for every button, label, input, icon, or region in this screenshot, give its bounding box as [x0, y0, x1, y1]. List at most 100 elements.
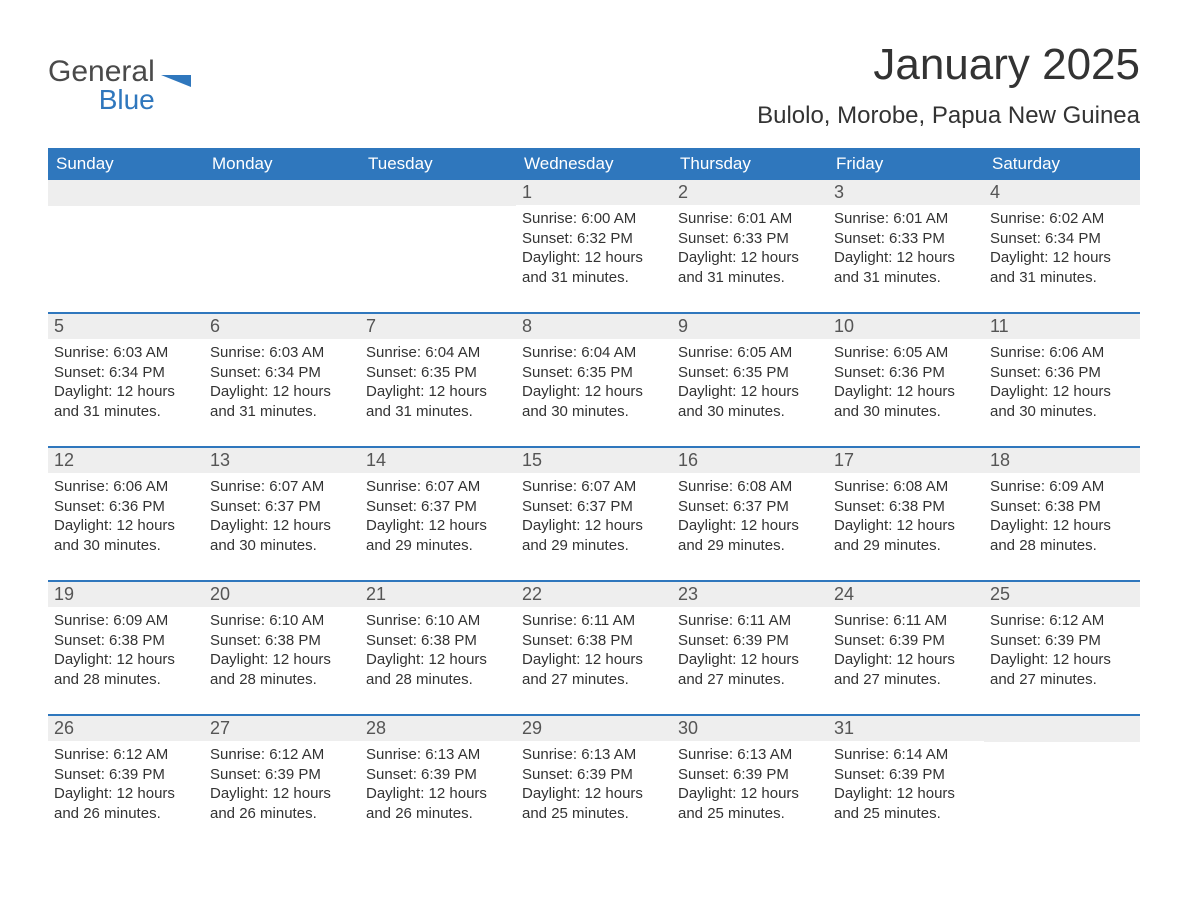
- day-number: 19: [48, 582, 204, 607]
- weekday-label: Thursday: [672, 148, 828, 180]
- day-cell: 6Sunrise: 6:03 AMSunset: 6:34 PMDaylight…: [204, 314, 360, 432]
- day-number: 29: [516, 716, 672, 741]
- day-details: Sunrise: 6:04 AMSunset: 6:35 PMDaylight:…: [360, 339, 516, 425]
- day-details: Sunrise: 6:00 AMSunset: 6:32 PMDaylight:…: [516, 205, 672, 291]
- day-number: 8: [516, 314, 672, 339]
- calendar-week: 26Sunrise: 6:12 AMSunset: 6:39 PMDayligh…: [48, 714, 1140, 834]
- day-cell: 3Sunrise: 6:01 AMSunset: 6:33 PMDaylight…: [828, 180, 984, 298]
- day-number: 12: [48, 448, 204, 473]
- weekday-label: Friday: [828, 148, 984, 180]
- day-number: 13: [204, 448, 360, 473]
- empty-day: [984, 716, 1140, 742]
- day-number: 2: [672, 180, 828, 205]
- day-number: 6: [204, 314, 360, 339]
- day-cell: [984, 716, 1140, 834]
- day-number: 9: [672, 314, 828, 339]
- day-details: Sunrise: 6:10 AMSunset: 6:38 PMDaylight:…: [360, 607, 516, 693]
- weekday-header: SundayMondayTuesdayWednesdayThursdayFrid…: [48, 148, 1140, 180]
- day-cell: 4Sunrise: 6:02 AMSunset: 6:34 PMDaylight…: [984, 180, 1140, 298]
- day-number: 10: [828, 314, 984, 339]
- day-cell: 23Sunrise: 6:11 AMSunset: 6:39 PMDayligh…: [672, 582, 828, 700]
- logo-text-general: General: [48, 58, 155, 87]
- day-cell: 11Sunrise: 6:06 AMSunset: 6:36 PMDayligh…: [984, 314, 1140, 432]
- day-cell: [48, 180, 204, 298]
- day-number: 14: [360, 448, 516, 473]
- day-details: Sunrise: 6:13 AMSunset: 6:39 PMDaylight:…: [672, 741, 828, 827]
- day-details: Sunrise: 6:11 AMSunset: 6:39 PMDaylight:…: [828, 607, 984, 693]
- day-details: Sunrise: 6:07 AMSunset: 6:37 PMDaylight:…: [360, 473, 516, 559]
- logo-text-blue: Blue: [48, 87, 155, 114]
- day-cell: 27Sunrise: 6:12 AMSunset: 6:39 PMDayligh…: [204, 716, 360, 834]
- day-cell: 24Sunrise: 6:11 AMSunset: 6:39 PMDayligh…: [828, 582, 984, 700]
- month-title: January 2025: [757, 40, 1140, 90]
- day-number: 24: [828, 582, 984, 607]
- day-number: 20: [204, 582, 360, 607]
- day-cell: 21Sunrise: 6:10 AMSunset: 6:38 PMDayligh…: [360, 582, 516, 700]
- weekday-label: Tuesday: [360, 148, 516, 180]
- day-number: 22: [516, 582, 672, 607]
- day-cell: 10Sunrise: 6:05 AMSunset: 6:36 PMDayligh…: [828, 314, 984, 432]
- day-cell: 12Sunrise: 6:06 AMSunset: 6:36 PMDayligh…: [48, 448, 204, 566]
- day-details: Sunrise: 6:05 AMSunset: 6:35 PMDaylight:…: [672, 339, 828, 425]
- day-cell: 31Sunrise: 6:14 AMSunset: 6:39 PMDayligh…: [828, 716, 984, 834]
- day-number: 17: [828, 448, 984, 473]
- flag-icon: [161, 75, 195, 102]
- day-details: Sunrise: 6:07 AMSunset: 6:37 PMDaylight:…: [204, 473, 360, 559]
- day-cell: 7Sunrise: 6:04 AMSunset: 6:35 PMDaylight…: [360, 314, 516, 432]
- day-details: Sunrise: 6:06 AMSunset: 6:36 PMDaylight:…: [984, 339, 1140, 425]
- calendar-week: 1Sunrise: 6:00 AMSunset: 6:32 PMDaylight…: [48, 180, 1140, 298]
- day-cell: 26Sunrise: 6:12 AMSunset: 6:39 PMDayligh…: [48, 716, 204, 834]
- day-details: Sunrise: 6:04 AMSunset: 6:35 PMDaylight:…: [516, 339, 672, 425]
- day-cell: 13Sunrise: 6:07 AMSunset: 6:37 PMDayligh…: [204, 448, 360, 566]
- calendar-week: 5Sunrise: 6:03 AMSunset: 6:34 PMDaylight…: [48, 312, 1140, 432]
- empty-day: [204, 180, 360, 206]
- day-details: Sunrise: 6:03 AMSunset: 6:34 PMDaylight:…: [48, 339, 204, 425]
- day-details: Sunrise: 6:09 AMSunset: 6:38 PMDaylight:…: [48, 607, 204, 693]
- header: General Blue January 2025 Bulolo, Morobe…: [48, 40, 1140, 130]
- weekday-label: Sunday: [48, 148, 204, 180]
- day-cell: 16Sunrise: 6:08 AMSunset: 6:37 PMDayligh…: [672, 448, 828, 566]
- day-details: Sunrise: 6:13 AMSunset: 6:39 PMDaylight:…: [360, 741, 516, 827]
- empty-day: [360, 180, 516, 206]
- day-number: 4: [984, 180, 1140, 205]
- day-cell: 30Sunrise: 6:13 AMSunset: 6:39 PMDayligh…: [672, 716, 828, 834]
- calendar: SundayMondayTuesdayWednesdayThursdayFrid…: [48, 148, 1140, 834]
- day-cell: 25Sunrise: 6:12 AMSunset: 6:39 PMDayligh…: [984, 582, 1140, 700]
- day-cell: 15Sunrise: 6:07 AMSunset: 6:37 PMDayligh…: [516, 448, 672, 566]
- day-number: 5: [48, 314, 204, 339]
- calendar-week: 12Sunrise: 6:06 AMSunset: 6:36 PMDayligh…: [48, 446, 1140, 566]
- day-details: Sunrise: 6:03 AMSunset: 6:34 PMDaylight:…: [204, 339, 360, 425]
- day-cell: 8Sunrise: 6:04 AMSunset: 6:35 PMDaylight…: [516, 314, 672, 432]
- weekday-label: Saturday: [984, 148, 1140, 180]
- day-number: 26: [48, 716, 204, 741]
- logo: General Blue: [48, 58, 195, 113]
- day-cell: [360, 180, 516, 298]
- day-cell: 9Sunrise: 6:05 AMSunset: 6:35 PMDaylight…: [672, 314, 828, 432]
- weekday-label: Wednesday: [516, 148, 672, 180]
- day-details: Sunrise: 6:11 AMSunset: 6:38 PMDaylight:…: [516, 607, 672, 693]
- day-cell: [204, 180, 360, 298]
- day-cell: 17Sunrise: 6:08 AMSunset: 6:38 PMDayligh…: [828, 448, 984, 566]
- location: Bulolo, Morobe, Papua New Guinea: [757, 102, 1140, 130]
- day-details: Sunrise: 6:12 AMSunset: 6:39 PMDaylight:…: [204, 741, 360, 827]
- day-cell: 20Sunrise: 6:10 AMSunset: 6:38 PMDayligh…: [204, 582, 360, 700]
- day-number: 31: [828, 716, 984, 741]
- day-cell: 5Sunrise: 6:03 AMSunset: 6:34 PMDaylight…: [48, 314, 204, 432]
- day-cell: 18Sunrise: 6:09 AMSunset: 6:38 PMDayligh…: [984, 448, 1140, 566]
- day-number: 11: [984, 314, 1140, 339]
- day-details: Sunrise: 6:01 AMSunset: 6:33 PMDaylight:…: [672, 205, 828, 291]
- day-details: Sunrise: 6:05 AMSunset: 6:36 PMDaylight:…: [828, 339, 984, 425]
- day-details: Sunrise: 6:14 AMSunset: 6:39 PMDaylight:…: [828, 741, 984, 827]
- day-number: 21: [360, 582, 516, 607]
- day-details: Sunrise: 6:13 AMSunset: 6:39 PMDaylight:…: [516, 741, 672, 827]
- weekday-label: Monday: [204, 148, 360, 180]
- day-cell: 19Sunrise: 6:09 AMSunset: 6:38 PMDayligh…: [48, 582, 204, 700]
- day-details: Sunrise: 6:11 AMSunset: 6:39 PMDaylight:…: [672, 607, 828, 693]
- day-number: 27: [204, 716, 360, 741]
- day-number: 3: [828, 180, 984, 205]
- day-number: 25: [984, 582, 1140, 607]
- day-details: Sunrise: 6:09 AMSunset: 6:38 PMDaylight:…: [984, 473, 1140, 559]
- day-details: Sunrise: 6:12 AMSunset: 6:39 PMDaylight:…: [48, 741, 204, 827]
- day-number: 16: [672, 448, 828, 473]
- empty-day: [48, 180, 204, 206]
